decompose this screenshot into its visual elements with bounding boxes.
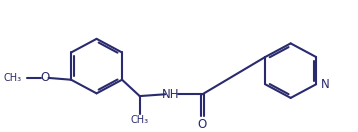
Text: O: O xyxy=(40,71,49,84)
Text: NH: NH xyxy=(162,88,180,101)
Text: O: O xyxy=(198,118,207,131)
Text: CH₃: CH₃ xyxy=(131,115,149,125)
Text: N: N xyxy=(321,78,330,91)
Text: CH₃: CH₃ xyxy=(4,73,22,83)
